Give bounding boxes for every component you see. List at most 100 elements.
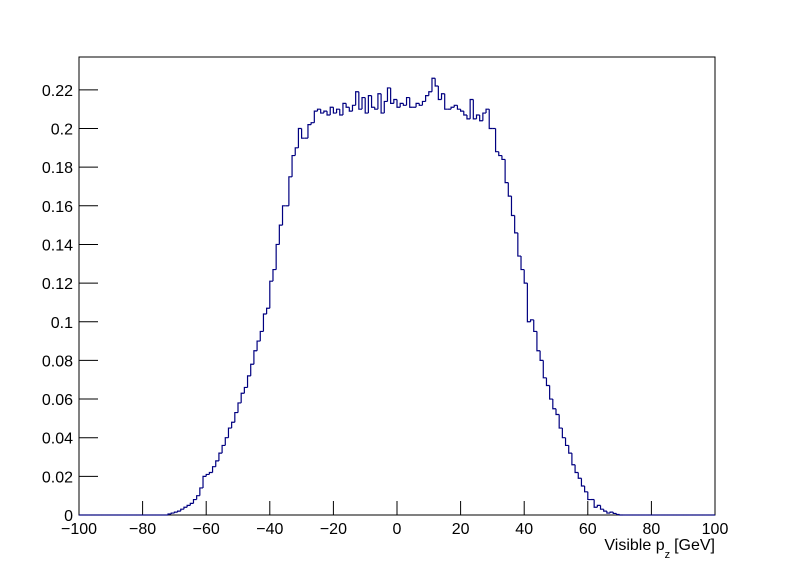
histogram-bin [176,510,181,513]
x-tick-label: 0 [393,521,402,538]
histogram-bin [358,91,363,110]
histogram-bin [482,112,487,121]
histogram-bin [199,487,204,496]
histogram-bin [587,491,591,501]
histogram-bin [475,114,480,119]
histogram-bin [320,109,324,114]
histogram-bin [173,511,178,514]
x-tick-label: −80 [129,521,156,538]
histogram-bin [377,93,382,110]
y-tick-label: 0.1 [51,315,73,332]
histogram-bin [383,100,388,114]
histogram-bin [246,375,251,388]
histogram-bin [294,147,299,156]
histogram-bin [208,471,213,475]
histogram-bin [355,91,359,106]
x-title-text: Visible p [604,537,664,554]
histogram-bin [348,107,353,112]
histogram-bin [335,108,340,114]
x-tick-label: 100 [702,521,729,538]
histogram-bin [555,408,560,416]
histogram-bin [342,102,347,115]
histogram-bin [415,102,420,108]
histogram-bin [250,363,254,376]
histogram-bin [310,122,315,125]
histogram-bin [542,360,547,379]
histogram-bin [351,104,356,112]
histogram-bin [221,444,226,454]
histogram-bin [231,421,235,429]
histogram-bin [332,107,337,114]
histogram-bin [456,105,461,110]
histogram-bin [262,313,267,332]
histogram-bin [192,498,197,504]
histogram-bin [564,437,569,447]
histogram-bin [523,269,528,284]
x-tick-label: −40 [256,521,283,538]
histogram-bin [275,243,280,270]
histogram-bin [269,280,273,309]
x-tick-label: −20 [320,521,347,538]
histogram-bin [469,98,474,119]
histogram-bin [440,93,445,100]
x-title-unit: [GeV] [674,537,715,554]
histogram-bin [545,377,550,387]
histogram-bin [361,96,366,110]
histogram-bin [428,91,432,96]
histogram-bin [409,97,413,108]
histogram-bin [437,85,442,101]
histogram-bin [479,114,483,122]
y-tick-label: 0.08 [42,353,73,370]
histogram-bin [405,96,410,106]
histogram-bin [202,475,207,488]
histogram-bin [402,103,407,106]
x-tick-label: 20 [452,521,470,538]
histogram-bin [520,256,525,271]
histogram-bin [180,508,184,512]
histogram-bin [256,340,261,351]
histogram-bin [549,385,553,400]
histogram-bin [218,452,223,461]
histogram-bin [558,414,563,429]
histogram-bin [571,453,576,466]
histogram-bin [529,319,534,322]
histogram-bin [234,411,238,423]
histogram-bin [568,445,572,454]
x-tick-label: 60 [579,521,597,538]
histogram-bin [215,460,219,467]
histogram-bin [380,93,385,114]
histogram-bin [517,232,522,257]
y-tick-label: 0.12 [42,276,73,293]
histogram-bin [189,502,194,506]
histogram-bin [211,466,216,473]
histogram-bin [259,330,264,342]
histogram-bin [507,182,512,197]
histogram-bin [485,108,490,114]
x-title-sub: z [665,549,671,561]
histogram-bin [450,106,455,110]
histogram-bin [393,98,397,104]
plot-frame [78,56,716,516]
histogram-bin [504,159,509,184]
y-tick-label: 0.2 [51,122,73,139]
histogram-bin [584,486,588,493]
histogram-bin [240,392,245,403]
histogram-bin [619,514,623,516]
histogram-bin [418,103,423,106]
histogram-bin [444,93,448,110]
histogram-bin [615,513,620,516]
histogram-bin [364,97,369,114]
histogram-bin [329,106,334,115]
histogram-bin [539,350,544,362]
histogram-bin [501,155,506,161]
histogram-bin [580,478,585,487]
histogram-bin [253,350,258,365]
histogram-bin [339,109,343,116]
histogram-bin [243,386,248,394]
histogram-bin [205,473,210,477]
histogram-bin [536,331,541,352]
histogram-bin [313,110,318,123]
histogram-bin [472,99,477,120]
histogram-bin [224,437,229,446]
histogram-bin [603,509,607,512]
